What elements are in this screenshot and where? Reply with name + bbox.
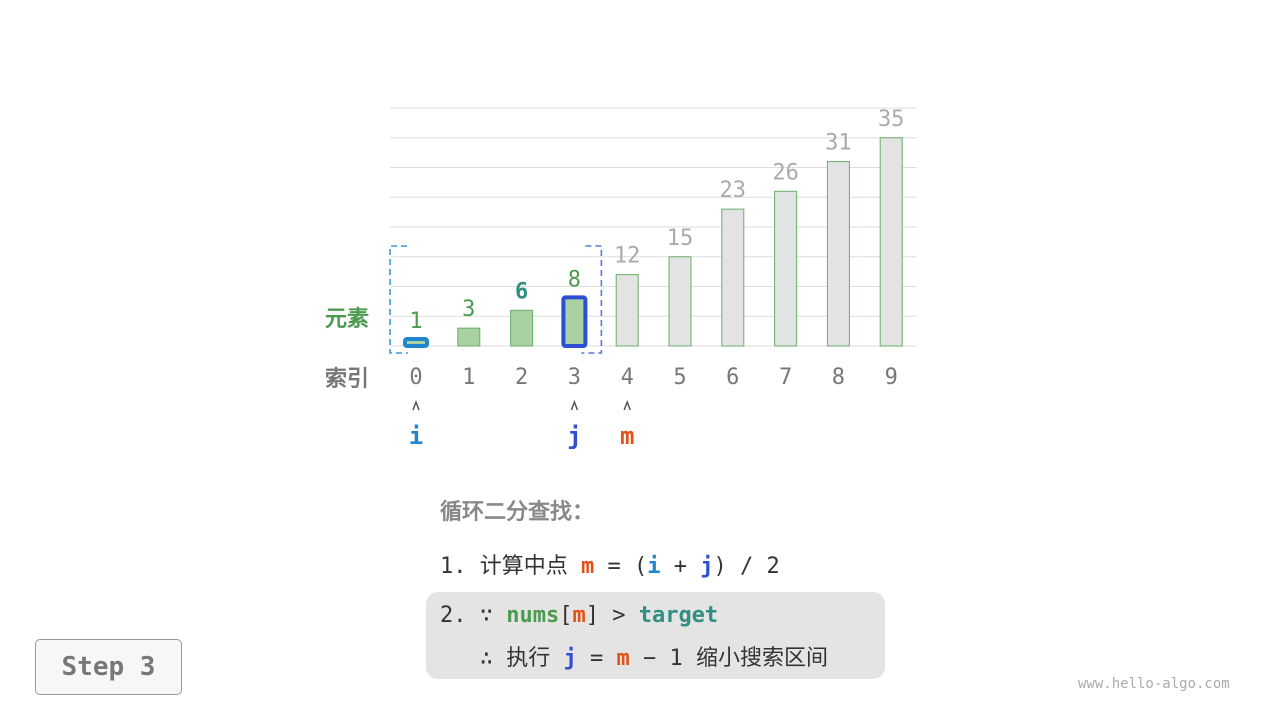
- bar: [510, 309, 534, 347]
- index-label: 7: [779, 365, 792, 390]
- pointer-j: j: [567, 422, 581, 450]
- index-label: 8: [832, 365, 845, 390]
- steps-title: 循环二分查找：: [440, 500, 595, 525]
- pointer-j-highlight: [561, 295, 588, 348]
- bar: [774, 190, 798, 347]
- step3-tail: − 1 缩小搜索区间: [629, 646, 828, 671]
- bar: [879, 137, 903, 347]
- values-row-label: 元素: [325, 307, 370, 332]
- arrow-up-icon: [412, 399, 420, 411]
- value-label: 26: [772, 160, 799, 185]
- var-j: j: [563, 646, 577, 671]
- step1-plus: +: [660, 554, 701, 579]
- step3-prefix: ∴ 执行: [440, 646, 564, 671]
- index-label: 2: [515, 365, 528, 390]
- watermark: www.hello-algo.com: [1078, 676, 1230, 692]
- var-nums: nums: [506, 603, 560, 628]
- bar: [615, 274, 639, 347]
- var-j: j: [700, 554, 714, 579]
- pointer-m: m: [620, 422, 634, 450]
- bar: [562, 297, 586, 347]
- value-label: 15: [667, 226, 694, 251]
- index-label: 4: [621, 365, 634, 390]
- value-label: 35: [878, 107, 905, 132]
- step1-prefix: 1. 计算中点: [440, 554, 581, 579]
- pointer-i-highlight: [403, 337, 429, 348]
- search-range-left-bracket: [389, 245, 408, 354]
- value-label: 12: [614, 244, 641, 269]
- var-i: i: [647, 554, 661, 579]
- var-m: m: [580, 554, 595, 579]
- value-label: 8: [568, 267, 581, 292]
- step-1: 1. 计算中点 m = (i + j) / 2: [440, 548, 780, 580]
- step1-eq: = (: [594, 554, 648, 579]
- step-indicator: Step 3: [35, 639, 182, 695]
- current-step-highlight: [426, 592, 885, 679]
- step1-tail: ) / 2: [713, 554, 780, 579]
- step3-eq: =: [576, 646, 617, 671]
- bar: [668, 256, 692, 347]
- pointer-i: i: [409, 422, 423, 450]
- bracket: [: [559, 603, 573, 628]
- index-label: 9: [885, 365, 898, 390]
- search-range-right-bracket: [581, 245, 603, 354]
- index-row-label: 索引: [325, 367, 370, 392]
- bar: [721, 208, 745, 347]
- value-label: 23: [720, 178, 747, 203]
- value-label: 1: [409, 309, 422, 334]
- index-label: 5: [673, 365, 686, 390]
- step-2: 2. ∵ nums[m] > target: [440, 603, 718, 628]
- index-label: 0: [409, 365, 422, 390]
- index-label: 3: [568, 365, 581, 390]
- var-m: m: [572, 603, 586, 628]
- index-label: 6: [726, 365, 739, 390]
- step2-prefix: 2. ∵: [440, 603, 507, 628]
- step-2-result: ∴ 执行 j = m − 1 缩小搜索区间: [440, 640, 828, 672]
- value-label: 6: [515, 279, 528, 304]
- var-target: target: [638, 603, 719, 628]
- index-label: 1: [462, 365, 475, 390]
- arrow-up-icon: [623, 399, 631, 411]
- value-label: 31: [825, 131, 852, 156]
- step2-compare: ] >: [585, 603, 639, 628]
- bar: [457, 327, 481, 347]
- arrow-up-icon: [570, 399, 579, 411]
- value-label: 3: [462, 297, 475, 322]
- bar: [826, 161, 850, 347]
- var-m: m: [616, 646, 630, 671]
